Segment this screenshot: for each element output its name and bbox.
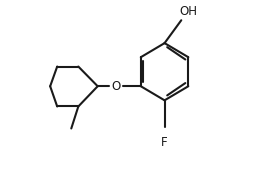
Text: F: F	[161, 136, 168, 149]
Text: OH: OH	[179, 5, 197, 18]
Text: O: O	[111, 80, 121, 93]
